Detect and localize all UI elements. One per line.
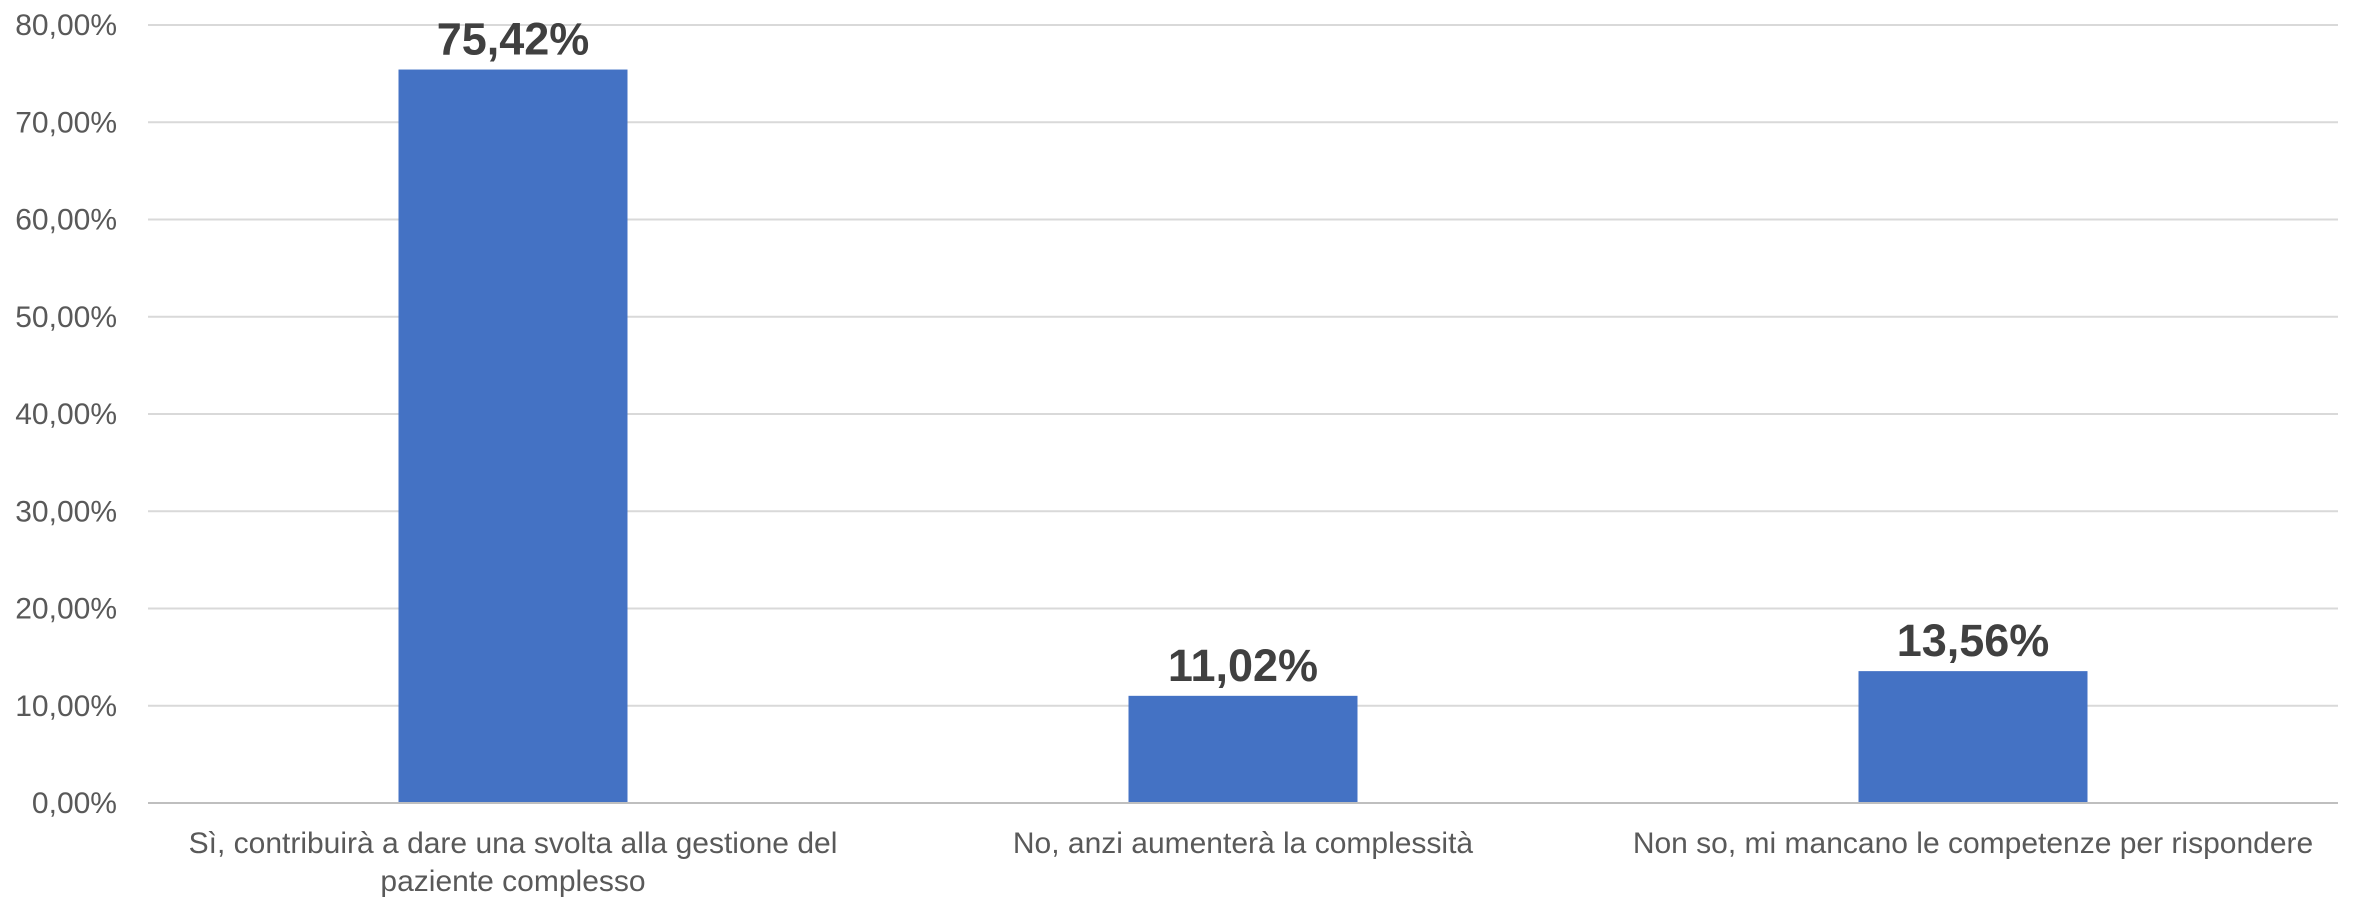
data-label: 13,56% [1897,615,2050,666]
y-axis-tick-labels: 0,00% 10,00% 20,00% 30,00% 40,00% 50,00% 60,00… [15,9,117,820]
x-tick-label-line: paziente complesso [380,865,645,898]
y-tick-label: 30,00% [15,495,117,528]
data-label: 11,02% [1168,640,1318,691]
x-tick-label: No, anzi aumenterà la complessità [1013,827,1474,860]
bars [398,69,2088,803]
y-tick-label: 70,00% [15,106,117,139]
x-tick-label-line: No, anzi aumenterà la complessità [1013,827,1474,860]
x-tick-label: Non so, mi mancano le competenze per ris… [1633,827,2313,860]
bar [398,69,628,803]
bar [1858,671,2088,803]
y-tick-label: 60,00% [15,204,117,237]
data-label: 75,42% [437,14,590,65]
y-tick-label: 20,00% [15,593,117,626]
bar [1128,695,1358,803]
data-labels: 75,42% 11,02% 13,56% [437,14,2050,691]
y-tick-label: 50,00% [15,301,117,334]
y-tick-label: 0,00% [32,787,117,820]
y-tick-label: 80,00% [15,9,117,42]
x-tick-label: Sì, contribuirà a dare una svolta alla g… [189,827,838,898]
y-tick-label: 10,00% [15,690,117,723]
x-tick-label-line: Sì, contribuirà a dare una svolta alla g… [189,827,838,860]
x-tick-label-line: Non so, mi mancano le competenze per ris… [1633,827,2313,860]
x-axis-tick-labels: Sì, contribuirà a dare una svolta alla g… [189,827,2314,898]
y-tick-label: 40,00% [15,398,117,431]
